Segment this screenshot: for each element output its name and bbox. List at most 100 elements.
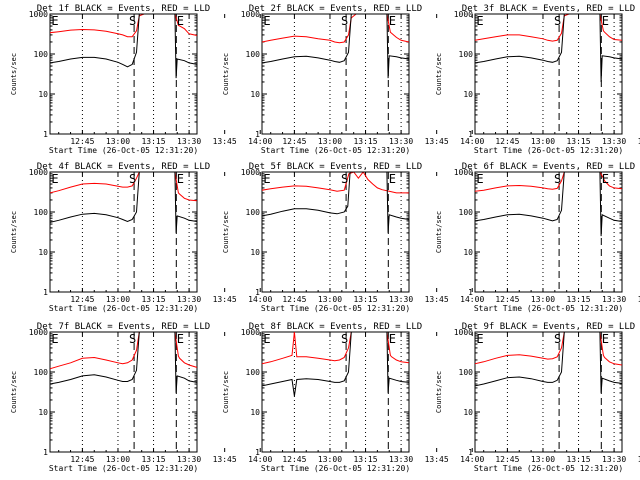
- series-lld-line: [475, 332, 622, 366]
- y-tick-label: 100: [246, 368, 261, 377]
- x-tick-label: 12:45: [70, 455, 94, 464]
- y-tick-label: 10: [250, 90, 260, 99]
- plot-frame: [474, 331, 623, 453]
- x-tick-label: 13:45: [425, 295, 449, 304]
- panel-det-7: Det 7f BLACK = Events, RED = LLD 12:45 13:…: [10, 322, 272, 473]
- y-tick-label: 1000: [241, 10, 260, 19]
- series-lld-line: [262, 14, 409, 44]
- series-events-line: [475, 172, 622, 237]
- marker-e: E: [602, 332, 609, 346]
- y-tick-label: 1000: [454, 10, 473, 19]
- x-tick-label: 13:00: [318, 455, 342, 464]
- marker-e: E: [51, 172, 58, 186]
- marker-s: S: [341, 172, 348, 186]
- x-tick-label: 14:00: [460, 295, 484, 304]
- marker-s: S: [129, 172, 136, 186]
- series-events-line: [50, 332, 197, 393]
- x-tick-label: 13:00: [106, 295, 130, 304]
- y-tick-label: 1: [43, 448, 48, 457]
- x-axis-label: Start Time (26-Oct-05 12:31:20): [474, 464, 623, 473]
- series-lld-line: [475, 14, 622, 42]
- y-tick-label: 1000: [241, 168, 260, 177]
- marker-e: E: [51, 332, 58, 346]
- y-axis-label: Counts/sec: [435, 211, 443, 253]
- y-tick-label: 1: [468, 288, 473, 297]
- x-tick-label: 13:45: [213, 455, 237, 464]
- x-tick-label: 13:30: [602, 455, 626, 464]
- panel-det-6: Det 6f BLACK = Events, RED = LLD 12:45 13:…: [435, 162, 640, 313]
- series-events-line: [50, 172, 197, 233]
- panel-title: Det 6f BLACK = Events, RED = LLD: [462, 162, 635, 172]
- panel-title: Det 2f BLACK = Events, RED = LLD: [249, 4, 422, 14]
- x-tick-label: 13:00: [531, 295, 555, 304]
- y-tick-label: 1: [468, 448, 473, 457]
- series-lld-line: [50, 332, 197, 370]
- marker-e: E: [51, 14, 58, 28]
- marker-s: S: [129, 332, 136, 346]
- y-tick-label: 1: [43, 130, 48, 139]
- plot-frame: [49, 331, 198, 453]
- y-tick-label: 1000: [454, 168, 473, 177]
- panel-det-2: Det 2f BLACK = Events, RED = LLD 12:45 13:…: [222, 4, 484, 155]
- panel-det-3: Det 3f BLACK = Events, RED = LLD 12:45 13:…: [435, 4, 640, 155]
- x-axis-label: Start Time (26-Oct-05 12:31:20): [49, 464, 198, 473]
- y-tick-label: 10: [38, 248, 48, 257]
- series-events-line: [262, 332, 409, 397]
- plot-frame: [261, 13, 410, 135]
- series-events-line: [475, 332, 622, 393]
- x-axis-label: Start Time (26-Oct-05 12:31:20): [49, 304, 198, 313]
- x-axis-label: Start Time (26-Oct-05 12:31:20): [49, 146, 198, 155]
- panel-det-8: Det 8f BLACK = Events, RED = LLD 12:45 13:…: [222, 322, 484, 473]
- series-events-line: [475, 14, 622, 83]
- marker-e: E: [602, 172, 609, 186]
- plot-frame: [49, 13, 198, 135]
- x-tick-label: 13:30: [602, 295, 626, 304]
- marker-e: E: [476, 172, 483, 186]
- plot-frame: [261, 331, 410, 453]
- y-axis-label: Counts/sec: [222, 53, 230, 95]
- x-tick-label: 13:15: [141, 137, 165, 146]
- x-tick-label: 13:00: [318, 295, 342, 304]
- y-axis-label: Counts/sec: [435, 53, 443, 95]
- y-tick-label: 10: [463, 248, 473, 257]
- x-tick-label: 14:00: [248, 455, 272, 464]
- marker-s: S: [554, 172, 561, 186]
- x-axis-label: Start Time (26-Oct-05 12:31:20): [474, 304, 623, 313]
- x-tick-label: 12:45: [70, 295, 94, 304]
- x-tick-label: 12:45: [70, 137, 94, 146]
- x-tick-label: 13:15: [141, 295, 165, 304]
- panel-title: Det 1f BLACK = Events, RED = LLD: [37, 4, 210, 14]
- series-events-line: [262, 172, 409, 233]
- y-axis-label: Counts/sec: [222, 211, 230, 253]
- y-tick-label: 1: [255, 448, 260, 457]
- panel-title: Det 9f BLACK = Events, RED = LLD: [462, 322, 635, 332]
- marker-e: E: [602, 14, 609, 28]
- x-tick-label: 13:30: [389, 295, 413, 304]
- marker-s: S: [341, 14, 348, 28]
- x-tick-label: 12:45: [495, 137, 519, 146]
- y-tick-label: 1000: [29, 328, 48, 337]
- marker-e: E: [389, 172, 396, 186]
- y-tick-label: 100: [34, 50, 49, 59]
- y-tick-label: 100: [459, 208, 474, 217]
- x-axis-label: Start Time (26-Oct-05 12:31:20): [261, 464, 410, 473]
- panel-title: Det 8f BLACK = Events, RED = LLD: [249, 322, 422, 332]
- panel-title: Det 4f BLACK = Events, RED = LLD: [37, 162, 210, 172]
- panel-det-5: Det 5f BLACK = Events, RED = LLD 12:45 13:…: [222, 162, 484, 313]
- x-tick-label: 13:15: [566, 137, 590, 146]
- marker-s: S: [554, 14, 561, 28]
- x-tick-label: 13:30: [389, 455, 413, 464]
- x-tick-label: 14:00: [460, 137, 484, 146]
- panel-det-4: Det 4f BLACK = Events, RED = LLD 12:45 13:…: [10, 162, 272, 313]
- y-axis-label: Counts/sec: [222, 371, 230, 413]
- x-tick-label: 13:30: [389, 137, 413, 146]
- x-axis-label: Start Time (26-Oct-05 12:31:20): [474, 146, 623, 155]
- y-axis-label: Counts/sec: [10, 371, 18, 413]
- x-tick-label: 12:45: [495, 455, 519, 464]
- marker-e: E: [263, 332, 270, 346]
- marker-e: E: [263, 172, 270, 186]
- marker-e: E: [476, 14, 483, 28]
- x-tick-label: 12:45: [282, 455, 306, 464]
- y-tick-label: 10: [38, 90, 48, 99]
